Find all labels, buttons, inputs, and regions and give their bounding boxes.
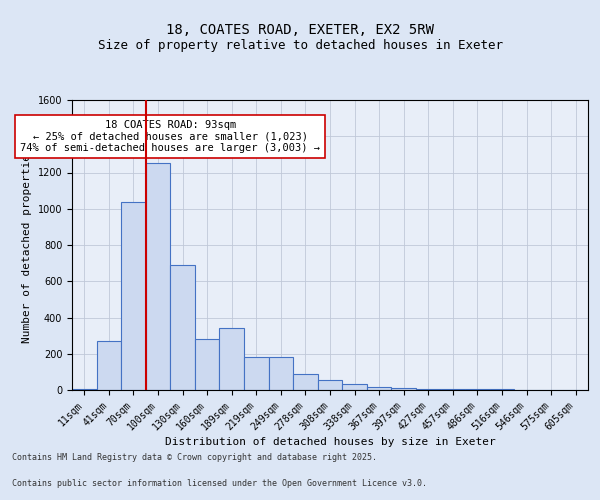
Text: 18, COATES ROAD, EXETER, EX2 5RW: 18, COATES ROAD, EXETER, EX2 5RW bbox=[166, 24, 434, 38]
Bar bbox=[416, 388, 440, 390]
X-axis label: Distribution of detached houses by size in Exeter: Distribution of detached houses by size … bbox=[164, 438, 496, 448]
Y-axis label: Number of detached properties: Number of detached properties bbox=[22, 147, 32, 343]
Bar bbox=[318, 380, 342, 390]
Bar bbox=[170, 265, 195, 390]
Bar bbox=[195, 339, 220, 390]
Bar bbox=[220, 328, 244, 390]
Bar bbox=[72, 389, 97, 390]
Text: Contains public sector information licensed under the Open Government Licence v3: Contains public sector information licen… bbox=[12, 478, 427, 488]
Bar bbox=[367, 386, 391, 390]
Bar bbox=[440, 388, 465, 390]
Bar bbox=[465, 389, 490, 390]
Text: 18 COATES ROAD: 93sqm
← 25% of detached houses are smaller (1,023)
74% of semi-d: 18 COATES ROAD: 93sqm ← 25% of detached … bbox=[20, 120, 320, 153]
Text: Size of property relative to detached houses in Exeter: Size of property relative to detached ho… bbox=[97, 40, 503, 52]
Bar bbox=[269, 358, 293, 390]
Bar bbox=[293, 374, 318, 390]
Bar bbox=[244, 358, 269, 390]
Bar bbox=[97, 341, 121, 390]
Bar bbox=[121, 202, 146, 390]
Bar bbox=[391, 388, 416, 390]
Bar bbox=[342, 384, 367, 390]
Text: Contains HM Land Registry data © Crown copyright and database right 2025.: Contains HM Land Registry data © Crown c… bbox=[12, 454, 377, 462]
Bar bbox=[146, 164, 170, 390]
